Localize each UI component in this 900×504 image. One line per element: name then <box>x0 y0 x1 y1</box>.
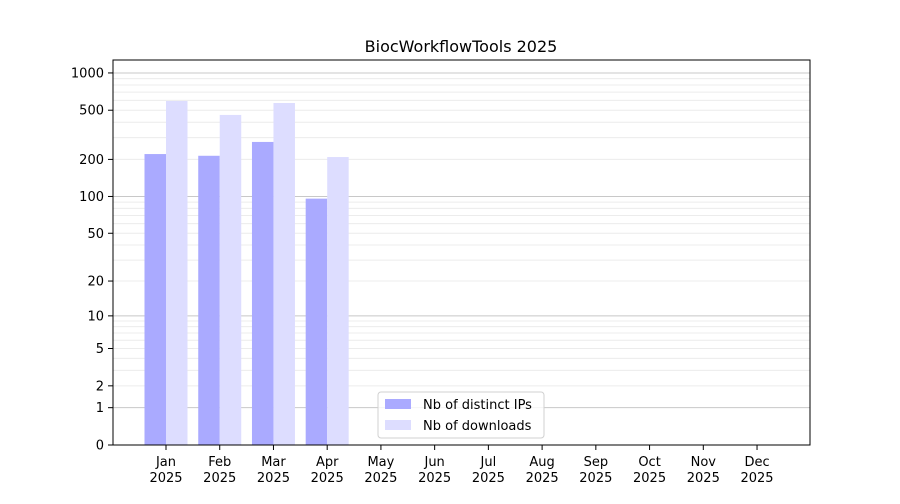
x-axis: Jan2025Feb2025Mar2025Apr2025May2025Jun20… <box>149 445 774 486</box>
legend-swatch-downloads <box>385 420 411 430</box>
y-tick-label: 1 <box>96 401 104 416</box>
y-tick-label: 5 <box>96 342 104 357</box>
x-tick-label: 2025 <box>149 471 182 486</box>
plot-frame <box>112 59 811 446</box>
x-tick-label: 2025 <box>526 471 559 486</box>
x-tick-label: 2025 <box>257 471 290 486</box>
bar-ips <box>305 198 328 445</box>
x-tick-label: Jan <box>155 455 176 470</box>
x-tick-label: 2025 <box>579 471 612 486</box>
x-tick-label: May <box>367 455 394 470</box>
legend-label-downloads: Nb of downloads <box>423 419 532 434</box>
y-tick-label: 100 <box>79 190 104 205</box>
x-tick-label: Sep <box>584 455 609 470</box>
bar-ips <box>198 155 220 445</box>
x-tick-label: Apr <box>316 455 339 470</box>
y-tick-label: 10 <box>87 309 104 324</box>
chart-title: BiocWorkflowTools 2025 <box>365 37 558 56</box>
x-tick-label: Feb <box>208 455 231 470</box>
legend-label-ips: Nb of distinct IPs <box>423 398 532 413</box>
x-tick-label: 2025 <box>203 471 236 486</box>
x-tick-label: Mar <box>261 455 286 470</box>
legend-swatch-ips <box>385 399 411 409</box>
x-tick-label: 2025 <box>418 471 451 486</box>
x-tick-label: 2025 <box>472 471 505 486</box>
x-tick-label: 2025 <box>740 471 773 486</box>
y-tick-label: 20 <box>87 275 104 290</box>
y-tick-label: 2 <box>96 379 104 394</box>
y-tick-label: 50 <box>87 227 104 242</box>
legend: Nb of distinct IPs Nb of downloads <box>377 391 545 439</box>
bar-downloads <box>219 114 242 445</box>
y-tick-label: 200 <box>79 153 104 168</box>
bars <box>144 100 349 445</box>
x-tick-label: Jun <box>423 455 444 470</box>
x-tick-label: 2025 <box>633 471 666 486</box>
x-tick-label: Jul <box>480 455 497 470</box>
x-tick-label: 2025 <box>311 471 344 486</box>
legend-frame <box>377 391 545 439</box>
x-tick-label: 2025 <box>364 471 397 486</box>
x-tick-label: Aug <box>529 455 554 470</box>
bar-downloads <box>327 157 349 445</box>
y-tick-label: 0 <box>96 439 104 454</box>
x-tick-label: 2025 <box>687 471 720 486</box>
x-tick-label: Oct <box>638 455 660 470</box>
y-tick-label: 1000 <box>71 66 104 81</box>
x-tick-label: Dec <box>744 455 769 470</box>
x-tick-label: Nov <box>691 455 717 470</box>
bar-ips <box>251 141 274 445</box>
y-axis: 0 1 2 5 10 20 50 100 200 500 1000 <box>71 66 113 454</box>
bar-ips <box>144 154 166 445</box>
y-tick-label: 500 <box>79 104 104 119</box>
bar-downloads <box>166 100 188 445</box>
bar-downloads <box>273 102 295 445</box>
